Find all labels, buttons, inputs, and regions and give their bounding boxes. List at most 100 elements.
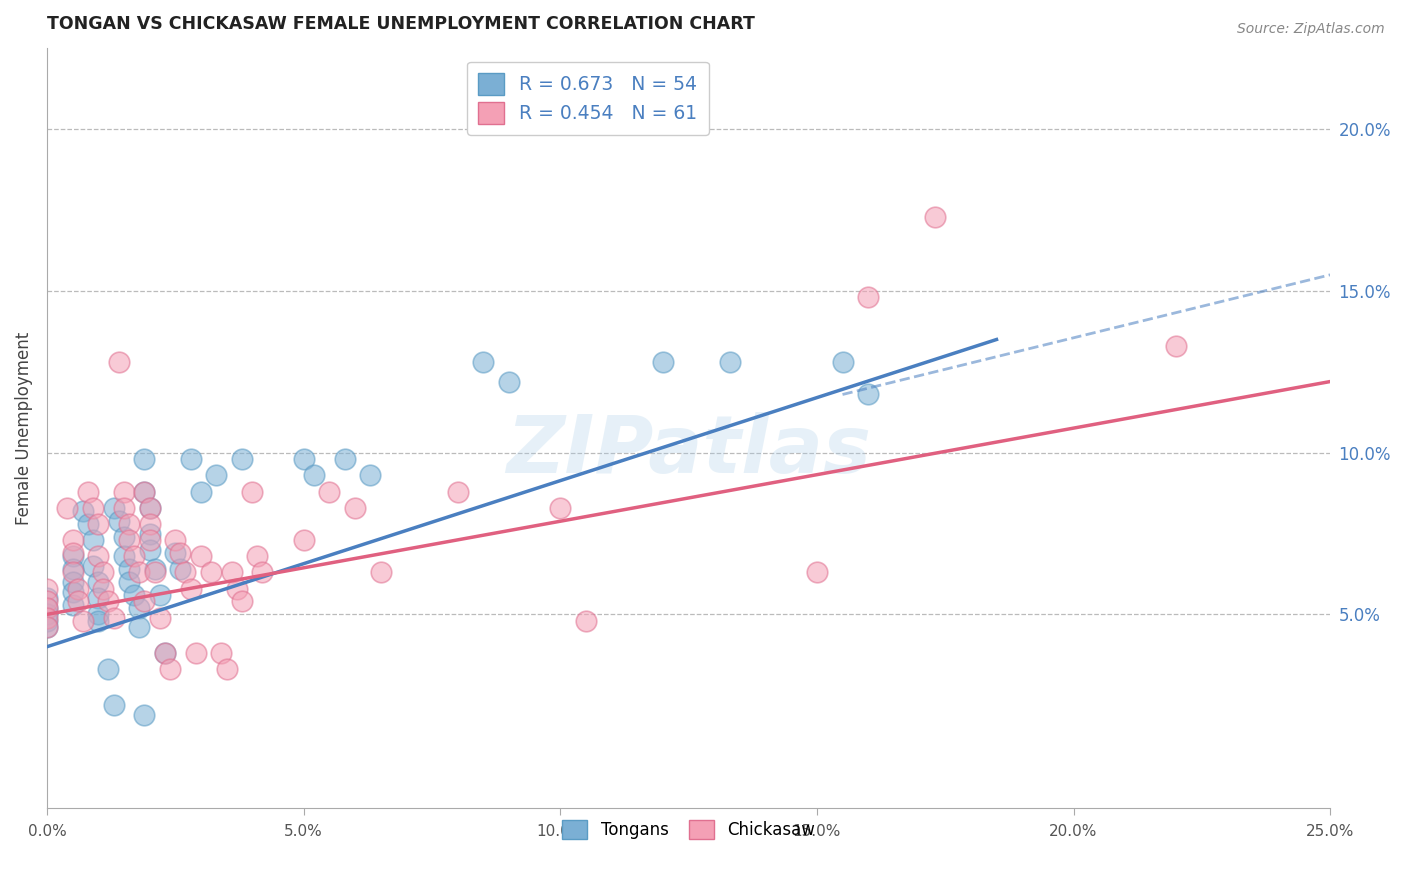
Point [174, 566, 197, 580]
Point [35, 601, 58, 615]
Point [370, 566, 392, 580]
Point [118, 516, 141, 531]
Point [118, 562, 141, 576]
Point [209, 646, 232, 660]
Point [149, 610, 172, 624]
Point [252, 566, 274, 580]
Point [138, 516, 160, 531]
Point [118, 575, 141, 590]
Point [122, 588, 145, 602]
Point [184, 646, 207, 660]
Point [35, 591, 58, 606]
Point [35, 594, 58, 608]
Point [831, 355, 853, 369]
Point [62, 598, 84, 612]
Point [225, 582, 247, 596]
Point [118, 533, 141, 547]
Point [498, 375, 520, 389]
Point [231, 452, 253, 467]
Point [97, 662, 120, 676]
Point [35, 610, 58, 624]
Point [221, 566, 243, 580]
Point [149, 588, 172, 602]
Point [143, 566, 166, 580]
Point [165, 533, 187, 547]
Point [62, 575, 84, 590]
Point [806, 566, 828, 580]
Point [107, 514, 129, 528]
Point [134, 707, 156, 722]
Point [62, 566, 84, 580]
Point [62, 584, 84, 599]
Y-axis label: Female Unemployment: Female Unemployment [15, 332, 32, 525]
Point [205, 468, 228, 483]
Point [169, 546, 191, 560]
Point [35, 620, 58, 634]
Point [128, 566, 150, 580]
Point [359, 468, 381, 483]
Point [66, 594, 89, 608]
Point [87, 591, 110, 606]
Point [138, 500, 160, 515]
Point [82, 500, 104, 515]
Point [548, 500, 571, 515]
Point [240, 484, 263, 499]
Point [165, 546, 187, 560]
Point [35, 601, 58, 615]
Point [180, 452, 202, 467]
Point [134, 594, 156, 608]
Point [35, 582, 58, 596]
Point [169, 562, 191, 576]
Point [651, 355, 673, 369]
Point [343, 500, 366, 515]
Point [87, 575, 110, 590]
Point [134, 452, 156, 467]
Point [72, 614, 94, 628]
Point [180, 582, 202, 596]
Text: Source: ZipAtlas.com: Source: ZipAtlas.com [1237, 22, 1385, 37]
Point [87, 614, 110, 628]
Point [575, 614, 598, 628]
Point [138, 542, 160, 557]
Text: TONGAN VS CHICKASAW FEMALE UNEMPLOYMENT CORRELATION CHART: TONGAN VS CHICKASAW FEMALE UNEMPLOYMENT … [46, 15, 755, 33]
Point [112, 549, 135, 564]
Point [35, 607, 58, 622]
Point [112, 500, 135, 515]
Point [292, 533, 315, 547]
Point [82, 533, 104, 547]
Point [112, 484, 135, 499]
Point [292, 452, 315, 467]
Point [1166, 339, 1188, 353]
Point [62, 533, 84, 547]
Point [924, 210, 946, 224]
Point [77, 516, 100, 531]
Point [138, 533, 160, 547]
Point [87, 549, 110, 564]
Point [333, 452, 356, 467]
Point [35, 614, 58, 628]
Point [128, 620, 150, 634]
Point [87, 607, 110, 622]
Point [93, 582, 115, 596]
Point [134, 484, 156, 499]
Point [190, 484, 212, 499]
Point [122, 549, 145, 564]
Point [215, 662, 238, 676]
Point [87, 516, 110, 531]
Point [35, 620, 58, 634]
Point [318, 484, 340, 499]
Point [62, 546, 84, 560]
Legend: Tongans, Chickasaw: Tongans, Chickasaw [555, 814, 821, 846]
Point [103, 698, 125, 712]
Point [103, 500, 125, 515]
Point [134, 484, 156, 499]
Point [138, 526, 160, 541]
Point [446, 484, 468, 499]
Point [112, 530, 135, 544]
Point [200, 566, 222, 580]
Point [246, 549, 269, 564]
Point [97, 594, 120, 608]
Point [56, 500, 79, 515]
Point [128, 601, 150, 615]
Point [82, 558, 104, 573]
